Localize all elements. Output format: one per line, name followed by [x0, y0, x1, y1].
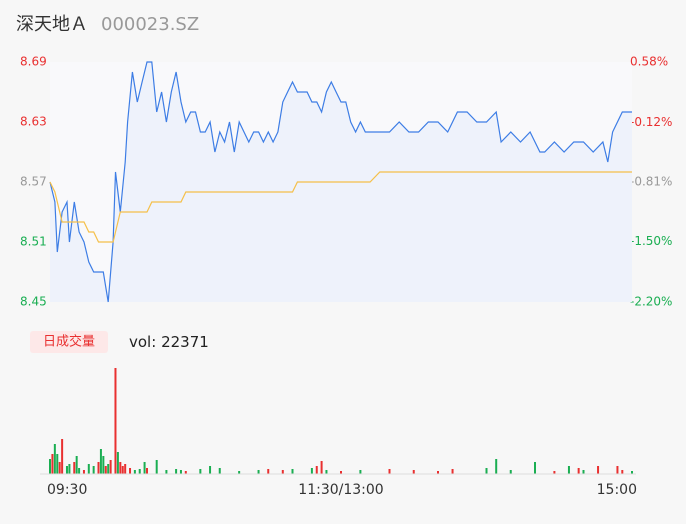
- volume-bar: [124, 464, 127, 474]
- volume-badge-label: 日成交量: [43, 334, 95, 350]
- volume-bar: [107, 464, 110, 474]
- volume-bar: [49, 459, 51, 474]
- x-tick-label: 11:30/13:00: [298, 482, 383, 498]
- volume-bar: [143, 462, 146, 474]
- volume-bar: [58, 462, 61, 474]
- volume-bar: [53, 444, 56, 474]
- volume-bar: [82, 470, 85, 474]
- volume-bar: [534, 462, 536, 474]
- volume-bar: [73, 462, 76, 474]
- volume-readout-label: vol:: [129, 333, 156, 351]
- y2-tick-label: -2.20%: [630, 295, 672, 309]
- volume-bar: [155, 460, 158, 474]
- volume-bar: [437, 471, 439, 474]
- volume-bar: [104, 466, 107, 474]
- y-tick-label: 8.69: [20, 55, 47, 69]
- volume-bar: [78, 468, 81, 474]
- volume-bar: [315, 466, 318, 474]
- volume-bar: [320, 461, 323, 474]
- average-line: [49, 171, 632, 243]
- stock-code: 000023.SZ: [101, 14, 199, 35]
- volume-bar: [75, 456, 78, 474]
- volume-bar: [165, 470, 168, 474]
- volume-bar: [119, 462, 122, 474]
- volume-bar: [138, 469, 141, 474]
- y2-tick-label: -0.12%: [630, 115, 672, 129]
- y2-tick-label: 0.58%: [630, 55, 668, 69]
- volume-bar: [61, 439, 64, 474]
- volume-bar: [577, 468, 580, 474]
- volume-bar: [51, 454, 54, 474]
- volume-bar: [281, 470, 284, 474]
- volume-bar: [133, 470, 136, 474]
- volume-bar: [199, 469, 202, 474]
- volume-bar: [179, 470, 182, 474]
- volume-bar: [146, 468, 148, 474]
- volume-readout: vol: 22371: [129, 333, 209, 351]
- volume-bar: [209, 466, 212, 474]
- volume-bar: [616, 466, 619, 474]
- volume-bar: [65, 466, 68, 474]
- volume-bar: [359, 470, 362, 474]
- volume-bar: [340, 471, 342, 474]
- y-tick-label: 8.63: [20, 115, 47, 129]
- volume-readout-value: 22371: [161, 333, 209, 351]
- volume-bar: [109, 460, 112, 474]
- volume-bar: [325, 470, 328, 474]
- volume-bar: [597, 466, 600, 474]
- volume-bar: [92, 466, 95, 474]
- volume-bar: [495, 459, 498, 474]
- volume-bar: [218, 468, 221, 474]
- volume-bar: [87, 464, 90, 474]
- volume-bar: [129, 468, 132, 474]
- volume-badge: [30, 331, 108, 353]
- y-tick-label: 8.45: [20, 295, 47, 309]
- y2-tick-label: -1.50%: [630, 234, 672, 248]
- volume-bar: [553, 471, 556, 474]
- volume-bar: [184, 471, 187, 474]
- volume-bar: [412, 470, 415, 474]
- volume-bar: [175, 469, 178, 474]
- volume-bar: [388, 469, 391, 474]
- price-line: [49, 61, 632, 303]
- volume-bar: [621, 470, 624, 474]
- volume-bar: [121, 466, 124, 474]
- volume-bar: [291, 469, 294, 474]
- volume-bar: [582, 470, 585, 474]
- stock-name: 深天地Ａ: [16, 14, 88, 35]
- volume-bar: [56, 454, 59, 474]
- volume-bar: [509, 470, 512, 474]
- volume-bar: [310, 468, 313, 474]
- volume-bar: [68, 464, 71, 474]
- volume-bar: [485, 468, 488, 474]
- volume-bar: [238, 471, 241, 474]
- volume-bar: [114, 368, 117, 474]
- y-tick-label: 8.51: [20, 235, 47, 249]
- y2-tick-label: -0.81%: [630, 175, 672, 189]
- volume-bar: [631, 471, 633, 474]
- volume-bar: [567, 466, 570, 474]
- x-tick-label: 15:00: [597, 482, 637, 498]
- volume-bar: [97, 462, 100, 474]
- volume-bar: [99, 449, 102, 474]
- volume-bar: [116, 452, 119, 474]
- y-tick-label: 8.57: [20, 175, 47, 189]
- volume-bar: [451, 469, 454, 474]
- volume-bar: [257, 470, 260, 474]
- x-tick-label: 09:30: [47, 482, 87, 498]
- volume-bar: [102, 456, 105, 474]
- volume-bar: [267, 469, 270, 474]
